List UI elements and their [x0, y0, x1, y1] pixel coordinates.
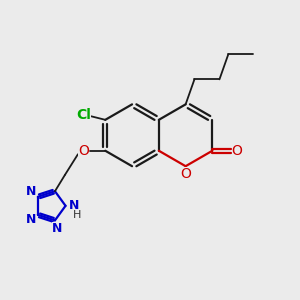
- Text: N: N: [52, 222, 63, 235]
- Text: O: O: [78, 144, 88, 158]
- Text: H: H: [73, 210, 82, 220]
- Text: O: O: [232, 144, 243, 158]
- Text: O: O: [180, 167, 191, 182]
- Text: N: N: [26, 213, 36, 226]
- Text: Cl: Cl: [76, 108, 91, 122]
- Text: N: N: [69, 199, 79, 212]
- Text: N: N: [26, 185, 36, 199]
